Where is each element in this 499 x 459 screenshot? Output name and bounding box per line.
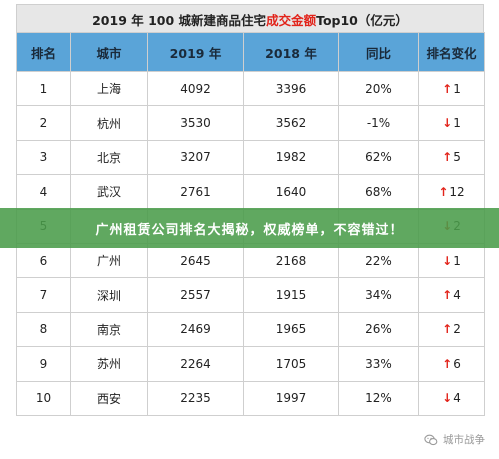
table-row: 1 上海 4092 3396 20% ↑1 <box>16 70 485 107</box>
header-2019: 2019 年 <box>147 32 244 72</box>
cell-city: 广州 <box>70 242 148 279</box>
cell-yoy: -1% <box>338 105 419 141</box>
cell-rank-change: ↓1 <box>418 242 485 279</box>
cell-city: 西安 <box>70 380 148 416</box>
rank-change-value: 1 <box>453 253 461 268</box>
arrow-down-icon: ↓ <box>442 116 453 131</box>
table-row: 8 南京 2469 1965 26% ↑2 <box>16 311 485 348</box>
cell-2018: 1997 <box>243 380 339 416</box>
cell-rank-change: ↑6 <box>418 346 485 382</box>
cell-city: 武汉 <box>70 174 148 210</box>
cell-rank: 8 <box>16 311 71 348</box>
banner-text: 广州租赁公司排名大揭秘，权威榜单，不容错过！ <box>95 222 404 238</box>
cell-rank-change: ↓1 <box>418 105 485 141</box>
header-rank-change: 排名变化 <box>418 32 485 72</box>
header-city: 城市 <box>70 32 148 72</box>
cell-rank: 6 <box>16 242 71 279</box>
table-row: 4 武汉 2761 1640 68% ↑12 <box>16 174 485 210</box>
arrow-up-icon: ↑ <box>442 288 453 303</box>
cell-rank-change: ↑1 <box>418 70 485 107</box>
watermark: 城市战争 <box>424 432 485 447</box>
cell-2018: 1705 <box>243 346 339 382</box>
cell-rank-change: ↓4 <box>418 380 485 416</box>
cell-rank: 9 <box>16 346 71 382</box>
cell-rank: 10 <box>16 380 71 416</box>
cell-2018: 1915 <box>243 277 339 313</box>
cell-2019: 2761 <box>147 174 244 210</box>
wechat-icon <box>424 434 438 445</box>
cell-2018: 1640 <box>243 174 339 210</box>
cell-yoy: 22% <box>338 242 419 279</box>
title-suffix: Top10（亿元） <box>316 12 408 28</box>
cell-city: 苏州 <box>70 346 148 382</box>
cell-yoy: 62% <box>338 139 419 176</box>
rank-change-value: 4 <box>453 391 461 406</box>
rank-change-value: 6 <box>453 356 461 371</box>
cell-rank: 7 <box>16 277 71 313</box>
cell-2019: 2264 <box>147 346 244 382</box>
rank-change-value: 5 <box>453 150 461 165</box>
table-row: 6 广州 2645 2168 22% ↓1 <box>16 242 485 279</box>
arrow-up-icon: ↑ <box>438 184 449 199</box>
cell-yoy: 68% <box>338 174 419 210</box>
table-header-row: 排名 城市 2019 年 2018 年 同比 排名变化 <box>16 32 485 72</box>
cell-rank: 4 <box>16 174 71 210</box>
rank-change-value: 2 <box>453 322 461 337</box>
cell-yoy: 20% <box>338 70 419 107</box>
title-highlight: 成交金额 <box>266 12 317 28</box>
cell-city: 北京 <box>70 139 148 176</box>
cell-city: 深圳 <box>70 277 148 313</box>
cell-2019: 4092 <box>147 70 244 107</box>
arrow-up-icon: ↑ <box>442 150 453 165</box>
rank-change-value: 4 <box>453 288 461 303</box>
cell-city: 杭州 <box>70 105 148 141</box>
cell-2018: 3562 <box>243 105 339 141</box>
cell-rank: 2 <box>16 105 71 141</box>
cell-2019: 3207 <box>147 139 244 176</box>
table-row: 3 北京 3207 1982 62% ↑5 <box>16 139 485 176</box>
table-row: 9 苏州 2264 1705 33% ↑6 <box>16 346 485 382</box>
cell-2018: 1965 <box>243 311 339 348</box>
cell-2018: 2168 <box>243 242 339 279</box>
cell-2018: 3396 <box>243 70 339 107</box>
table-row: 10 西安 2235 1997 12% ↓4 <box>16 380 485 416</box>
cell-yoy: 26% <box>338 311 419 348</box>
cell-city: 上海 <box>70 70 148 107</box>
cell-yoy: 34% <box>338 277 419 313</box>
arrow-up-icon: ↑ <box>442 356 453 371</box>
rank-change-value: 1 <box>453 81 461 96</box>
table-row: 2 杭州 3530 3562 -1% ↓1 <box>16 105 485 141</box>
cell-2019: 2469 <box>147 311 244 348</box>
cell-yoy: 33% <box>338 346 419 382</box>
table-title: 2019 年 100 城新建商品住宅 成交金额 Top10（亿元） <box>16 4 484 33</box>
arrow-up-icon: ↑ <box>442 322 453 337</box>
title-prefix: 2019 年 100 城新建商品住宅 <box>92 12 267 28</box>
promo-banner[interactable]: 广州租赁公司排名大揭秘，权威榜单，不容错过！ <box>0 208 499 248</box>
header-rank: 排名 <box>16 32 71 72</box>
cell-city: 南京 <box>70 311 148 348</box>
cell-2019: 3530 <box>147 105 244 141</box>
rank-change-value: 12 <box>449 184 465 199</box>
cell-2019: 2235 <box>147 380 244 416</box>
table-row: 7 深圳 2557 1915 34% ↑4 <box>16 277 485 313</box>
cell-rank-change: ↑2 <box>418 311 485 348</box>
cell-rank: 3 <box>16 139 71 176</box>
cell-2018: 1982 <box>243 139 339 176</box>
arrow-up-icon: ↑ <box>442 81 453 96</box>
arrow-down-icon: ↓ <box>442 391 453 406</box>
arrow-down-icon: ↓ <box>442 253 453 268</box>
cell-2019: 2557 <box>147 277 244 313</box>
rank-change-value: 1 <box>453 116 461 131</box>
cell-rank-change: ↑5 <box>418 139 485 176</box>
cell-rank-change: ↑12 <box>418 174 485 210</box>
header-yoy: 同比 <box>338 32 419 72</box>
cell-2019: 2645 <box>147 242 244 279</box>
cell-rank: 1 <box>16 70 71 107</box>
cell-rank-change: ↑4 <box>418 277 485 313</box>
header-2018: 2018 年 <box>243 32 339 72</box>
watermark-text: 城市战争 <box>443 434 485 446</box>
cell-yoy: 12% <box>338 380 419 416</box>
